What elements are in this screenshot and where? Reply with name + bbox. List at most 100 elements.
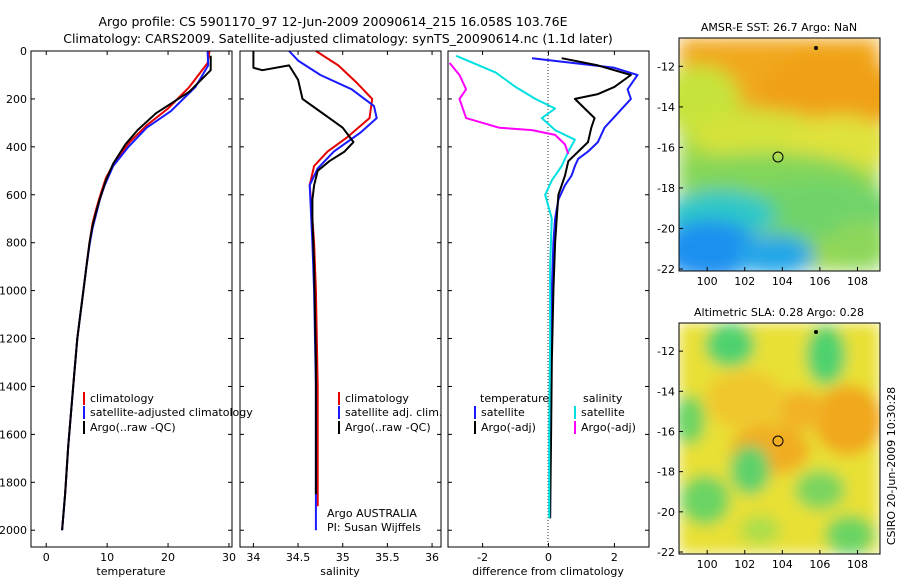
figure-title-line2: Climatology: CARS2009. Satellite-adjuste… bbox=[63, 31, 613, 46]
sla-heatmap bbox=[679, 323, 880, 554]
map-y-tick-label: -22 bbox=[657, 546, 675, 559]
legend-sal-argo-label: Argo(-adj) bbox=[581, 421, 636, 434]
map-x-tick-label: 104 bbox=[772, 275, 793, 288]
legend-climatology-label: climatology bbox=[90, 392, 154, 405]
series-line-argo-raw-qc- bbox=[61, 55, 212, 531]
difference-xlabel: difference from climatology bbox=[472, 565, 624, 578]
series-line-climatology bbox=[308, 50, 374, 507]
difference-legend: temperature salinity satellite Argo(-adj… bbox=[474, 392, 636, 434]
map-y-tick-label: -12 bbox=[657, 60, 675, 73]
y-tick-label: 2000 bbox=[0, 524, 27, 537]
x-tick-label: -2 bbox=[477, 551, 488, 564]
x-tick-label: 36 bbox=[425, 551, 439, 564]
map-x-tick-label: 104 bbox=[772, 558, 793, 571]
map-y-tick-label: -16 bbox=[657, 141, 675, 154]
y-tick-label: 1400 bbox=[0, 380, 27, 393]
map-y-tick-label: -18 bbox=[657, 182, 675, 195]
legend-argo-label: Argo(..raw -QC) bbox=[345, 421, 431, 434]
x-tick-label: 34 bbox=[246, 551, 260, 564]
map-y-tick-label: -20 bbox=[657, 222, 675, 235]
x-tick-label: 20 bbox=[161, 551, 175, 564]
sst-map-panel: AMSR-E SST: 26.7 Argo: NaN 100 102 104 106 1… bbox=[657, 21, 881, 288]
x-tick-label: 10 bbox=[100, 551, 114, 564]
y-tick-label: 200 bbox=[6, 93, 27, 106]
salinity-series bbox=[252, 50, 378, 531]
y-tick-label: 400 bbox=[6, 141, 27, 154]
y-tick-label: 600 bbox=[6, 189, 27, 202]
legend-climatology-label: climatology bbox=[345, 392, 409, 405]
y-tick-label: 1600 bbox=[0, 428, 27, 441]
salinity-panel: 34 34.5 35 35.5 36 salinity climatology sate… bbox=[239, 50, 442, 578]
map-x-tick-label: 106 bbox=[809, 558, 830, 571]
sla-float-marker bbox=[772, 435, 784, 447]
temperature-legend: climatology satellite-adjusted climatolo… bbox=[83, 392, 253, 434]
map-y-tick-label: -12 bbox=[657, 345, 675, 358]
difference-panel: -2 0 2 difference from climatology tempera… bbox=[447, 50, 650, 578]
salinity-axes-frame bbox=[239, 50, 442, 548]
map-y-tick-label: -18 bbox=[657, 466, 675, 479]
map-y-tick-label: -16 bbox=[657, 425, 675, 438]
sla-map-frame bbox=[678, 322, 881, 555]
footer-stamp: CSIRO 20-Jun-2009 10:30:28 bbox=[885, 387, 898, 545]
series-line-salinity-argo-adj- bbox=[448, 62, 570, 155]
map-y-tick-label: -22 bbox=[657, 263, 675, 276]
map-x-tick-label: 100 bbox=[697, 275, 718, 288]
map-y-tick-label: -14 bbox=[657, 101, 675, 114]
x-tick-label: 35.5 bbox=[375, 551, 400, 564]
legend-sal-satellite-label: satellite bbox=[581, 406, 625, 419]
sla-map-panel: Altimetric SLA: 0.28 Argo: 0.28 100 102 1 bbox=[657, 306, 881, 571]
salinity-xlabel: salinity bbox=[320, 565, 360, 578]
x-tick-label: 35 bbox=[336, 551, 350, 564]
map-x-tick-label: 100 bbox=[697, 558, 718, 571]
legend-header-salinity: salinity bbox=[583, 392, 623, 405]
annotation-pi-name: PI: Susan Wijffels bbox=[327, 521, 421, 534]
map-y-tick-label: -20 bbox=[657, 506, 675, 519]
legend-satellite-adj-label: satellite adj. clim. bbox=[345, 406, 442, 419]
legend-satellite-adjusted-label: satellite-adjusted climatology bbox=[90, 406, 253, 419]
sst-map-ticks: 100 102 104 106 108 -12 -14 -16 -18 -20 -22 bbox=[657, 60, 868, 288]
y-tick-label: 1200 bbox=[0, 333, 27, 346]
sst-map-frame bbox=[678, 37, 881, 272]
sla-map-ticks: 100 102 104 106 108 -12 -14 -16 -18 -20 -22 bbox=[657, 345, 868, 571]
temperature-xlabel: temperature bbox=[96, 565, 165, 578]
x-tick-label: 2 bbox=[611, 551, 618, 564]
y-tick-label: 800 bbox=[6, 237, 27, 250]
x-tick-label: 34.5 bbox=[286, 551, 311, 564]
sst-float-marker bbox=[772, 151, 784, 163]
difference-ticks: -2 0 2 bbox=[448, 50, 649, 564]
x-tick-label: 30 bbox=[222, 551, 236, 564]
sla-map-title: Altimetric SLA: 0.28 Argo: 0.28 bbox=[694, 306, 864, 319]
salinity-legend: climatology satellite adj. clim. Argo(..… bbox=[338, 392, 442, 434]
map-x-tick-label: 102 bbox=[734, 275, 755, 288]
legend-header-temperature: temperature bbox=[480, 392, 549, 405]
series-line-temperature-satellite bbox=[531, 57, 639, 519]
series-line-argo-raw-qc- bbox=[252, 51, 355, 495]
sst-map-title: AMSR-E SST: 26.7 Argo: NaN bbox=[701, 21, 857, 34]
legend-temp-satellite-label: satellite bbox=[481, 406, 525, 419]
legend-argo-label: Argo(..raw -QC) bbox=[90, 421, 176, 434]
x-tick-label: 0 bbox=[545, 551, 552, 564]
annotation-argo-australia: Argo AUSTRALIA bbox=[327, 507, 417, 520]
sla-track-marker bbox=[814, 330, 818, 334]
map-x-tick-label: 102 bbox=[734, 558, 755, 571]
temperature-ticks: 0 10 20 30 0 200 400 600 800 1000 1200 1400 1600 1800… bbox=[0, 45, 236, 564]
temperature-axes-frame bbox=[30, 50, 233, 548]
sst-track-marker bbox=[814, 46, 818, 50]
series-line-salinity-satellite bbox=[455, 54, 576, 519]
map-x-tick-label: 108 bbox=[847, 275, 868, 288]
y-tick-label: 0 bbox=[20, 45, 27, 58]
y-tick-label: 1800 bbox=[0, 476, 27, 489]
figure-title-line1: Argo profile: CS 5901170_97 12-Jun-2009 … bbox=[98, 14, 567, 29]
sst-heatmap bbox=[679, 38, 880, 271]
series-line-temperature-argo-adj- bbox=[549, 57, 632, 519]
x-tick-label: 0 bbox=[43, 551, 50, 564]
map-y-tick-label: -14 bbox=[657, 385, 675, 398]
temperature-series bbox=[61, 50, 212, 531]
salinity-ticks: 34 34.5 35 35.5 36 bbox=[240, 50, 441, 564]
temperature-panel: 0 10 20 30 0 200 400 600 800 1000 1200 1400 1600 1800… bbox=[0, 45, 253, 578]
y-tick-label: 1000 bbox=[0, 285, 27, 298]
difference-series bbox=[448, 54, 639, 519]
map-x-tick-label: 108 bbox=[847, 558, 868, 571]
map-x-tick-label: 106 bbox=[809, 275, 830, 288]
